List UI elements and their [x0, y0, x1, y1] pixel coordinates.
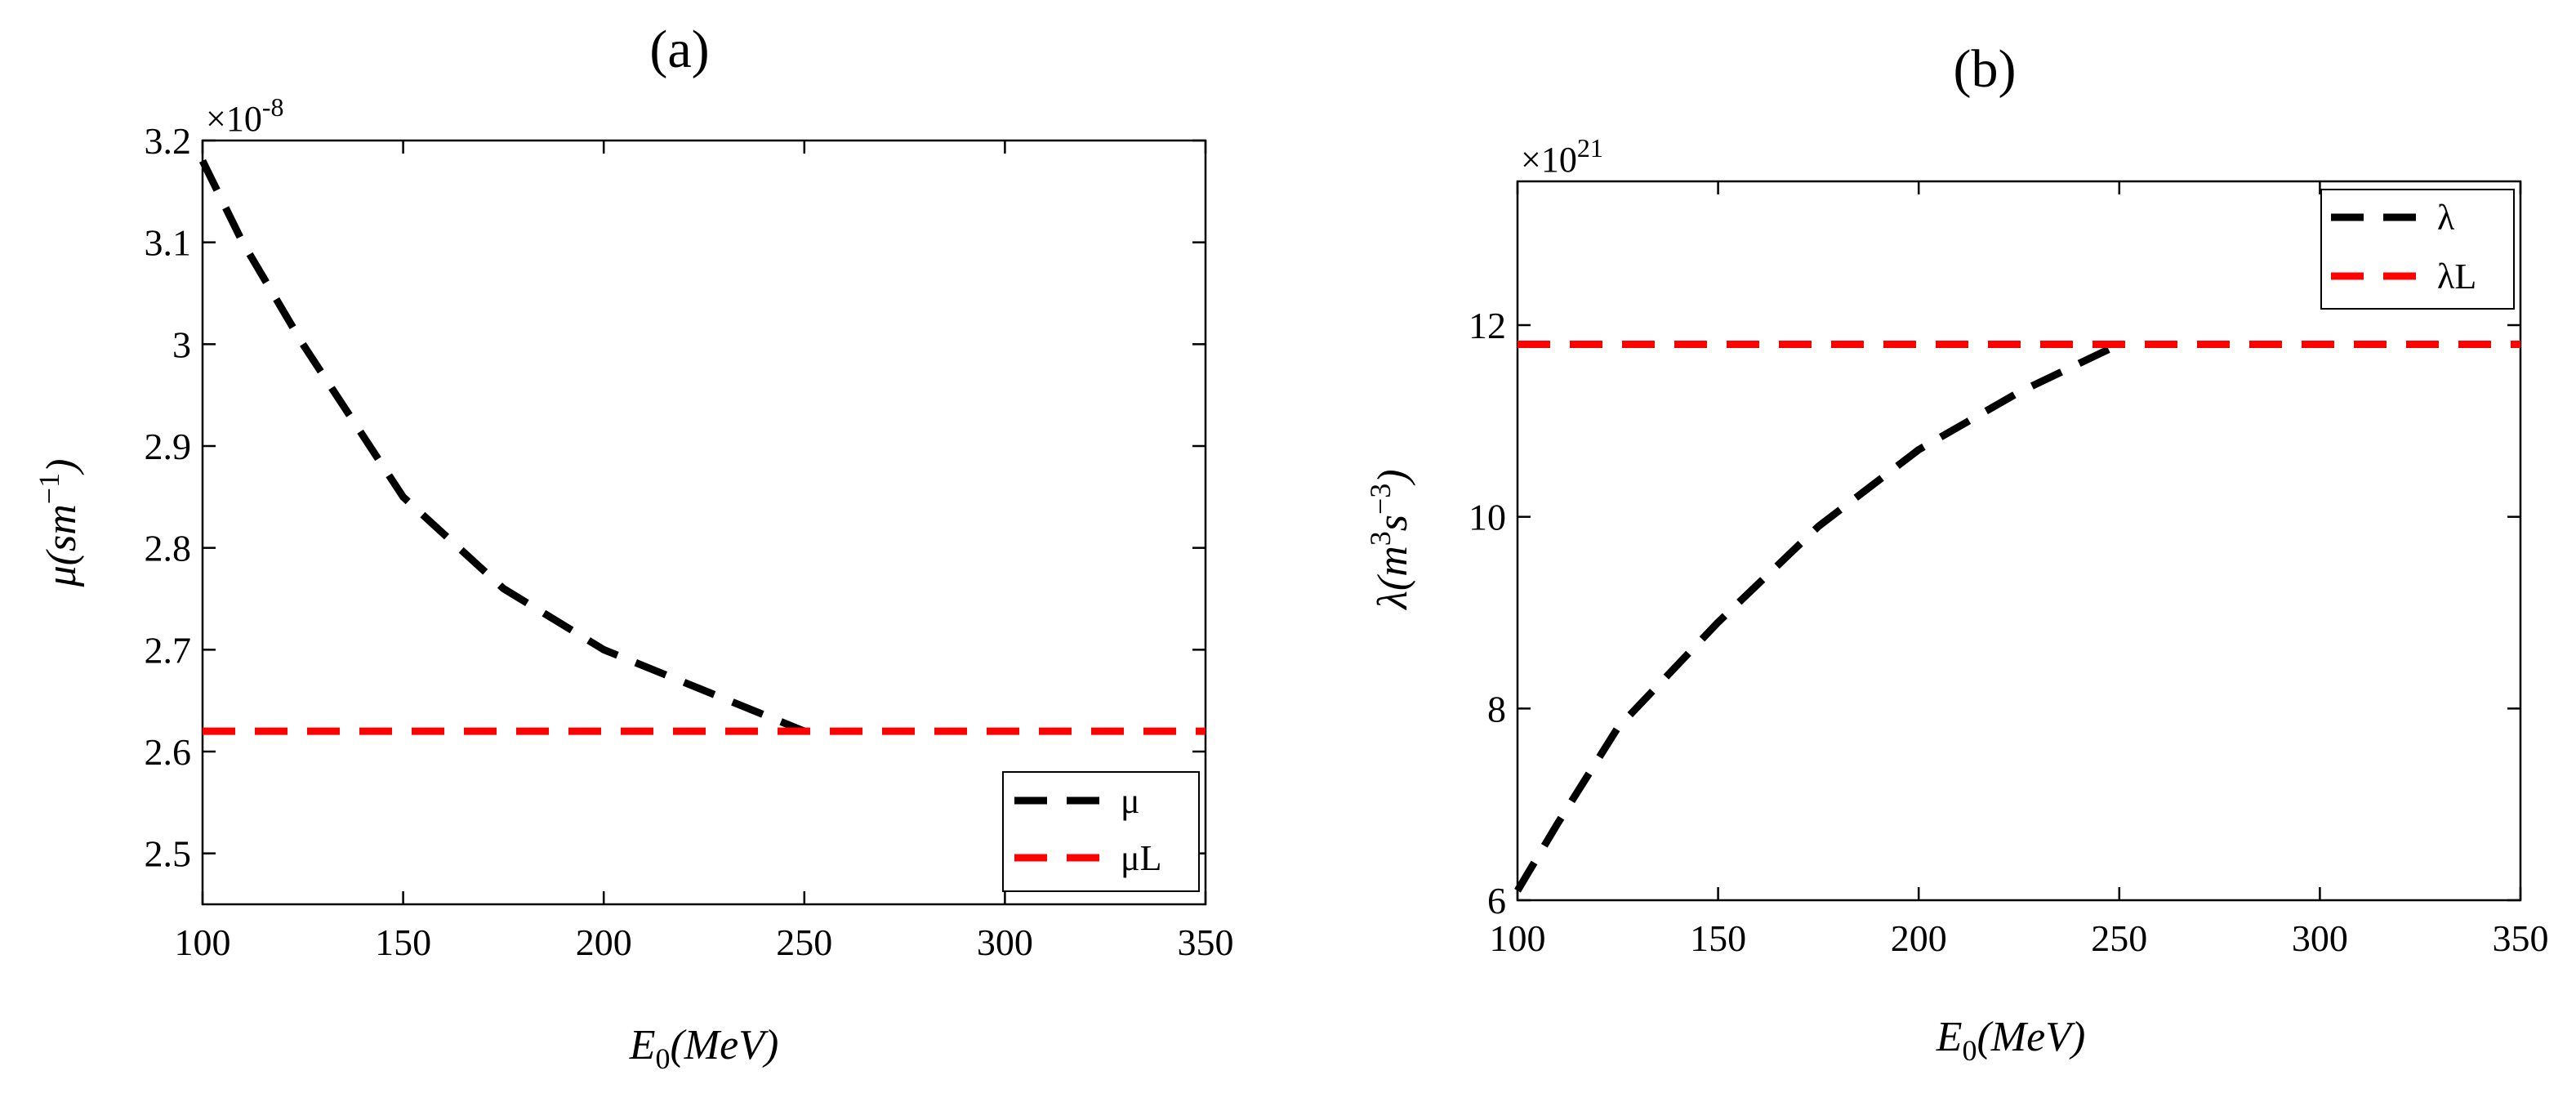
- panel-b-x-tick-label: 250: [2091, 917, 2147, 959]
- panel-a-x-tick-label: 100: [175, 921, 231, 963]
- panel-a-y-tick-label: 2.6: [145, 731, 192, 773]
- panel-b-y-tick-label: 8: [1487, 688, 1506, 729]
- panel-b-legend-label-lambda: λ: [2437, 198, 2455, 238]
- panel-a-x-tick-label: 150: [375, 921, 431, 963]
- panel-a-legend: μ μL: [1002, 771, 1200, 892]
- panel-a-x-tick-label: 250: [776, 921, 832, 963]
- panel-a-y-multiplier: ×10-8: [206, 92, 283, 139]
- panel-a-x-tick-label: 300: [977, 921, 1033, 963]
- panel-b-y-multiplier: ×1021: [1521, 133, 1603, 180]
- panel-b-legend-label-lambdal: λL: [2437, 257, 2476, 297]
- panel-a-y-tick-label: 2.7: [145, 629, 192, 671]
- panel-b-y-axis-title: λ(m3s−3): [1364, 469, 1416, 610]
- panel-b-x-tick-label: 200: [1891, 917, 1947, 959]
- panel-b-x-tick-label: 350: [2493, 917, 2549, 959]
- panel-a-chart: (a) 100 150 200 250 300 350 2.5 2.6 2.7 2.8 2.9 3 3…: [33, 20, 1234, 1075]
- panel-b-x-axis-title: E0(MeV): [1936, 1014, 2086, 1067]
- panel-a-legend-label-mu: μ: [1121, 781, 1140, 821]
- panel-a-legend-label-mul: μL: [1121, 838, 1161, 878]
- panel-b-chart: (b) 100 150 200 250 300 350 6 8 10 12 ×1021 E0(M…: [1364, 39, 2549, 1067]
- panel-a-legend-box: [1002, 771, 1200, 892]
- panel-a-y-tick-label: 3.2: [145, 120, 192, 162]
- panel-b-legend-box: [2320, 189, 2515, 310]
- panel-a-y-tick-label: 3.1: [145, 222, 192, 264]
- panel-b-y-tick-label: 12: [1468, 305, 1506, 346]
- panel-a-y-tick-label: 2.9: [145, 426, 192, 467]
- panel-b-x-tick-label: 300: [2292, 917, 2348, 959]
- panel-b-x-tick-label: 150: [1690, 917, 1746, 959]
- panel-b-label: (b): [1954, 39, 2017, 99]
- panel-a-plot-frame: [201, 139, 1207, 906]
- panel-a-y-tick-label: 2.5: [145, 833, 192, 875]
- panel-a-y-axis-title: μ(sm−1): [33, 459, 85, 588]
- panel-b-series-line-0: [1514, 341, 2121, 893]
- panel-b-plot-frame: [1516, 180, 2522, 902]
- panel-b-x-tick-label: 100: [1490, 917, 1546, 959]
- panel-b-legend: λ λL: [2320, 189, 2515, 310]
- panel-a-x-tick-label: 200: [576, 921, 632, 963]
- panel-a-y-tick-label: 2.8: [145, 528, 192, 569]
- panel-b-y-tick-label: 10: [1468, 497, 1506, 538]
- panel-a-label: (a): [649, 20, 709, 79]
- panel-a-x-tick-label: 350: [1178, 921, 1234, 963]
- panel-b-y-tick-label: 6: [1487, 880, 1506, 921]
- panel-a-y-tick-label: 3: [172, 323, 191, 365]
- panel-a-x-axis-title: E0(MeV): [629, 1022, 779, 1075]
- panel-a-series-line-0: [198, 158, 806, 735]
